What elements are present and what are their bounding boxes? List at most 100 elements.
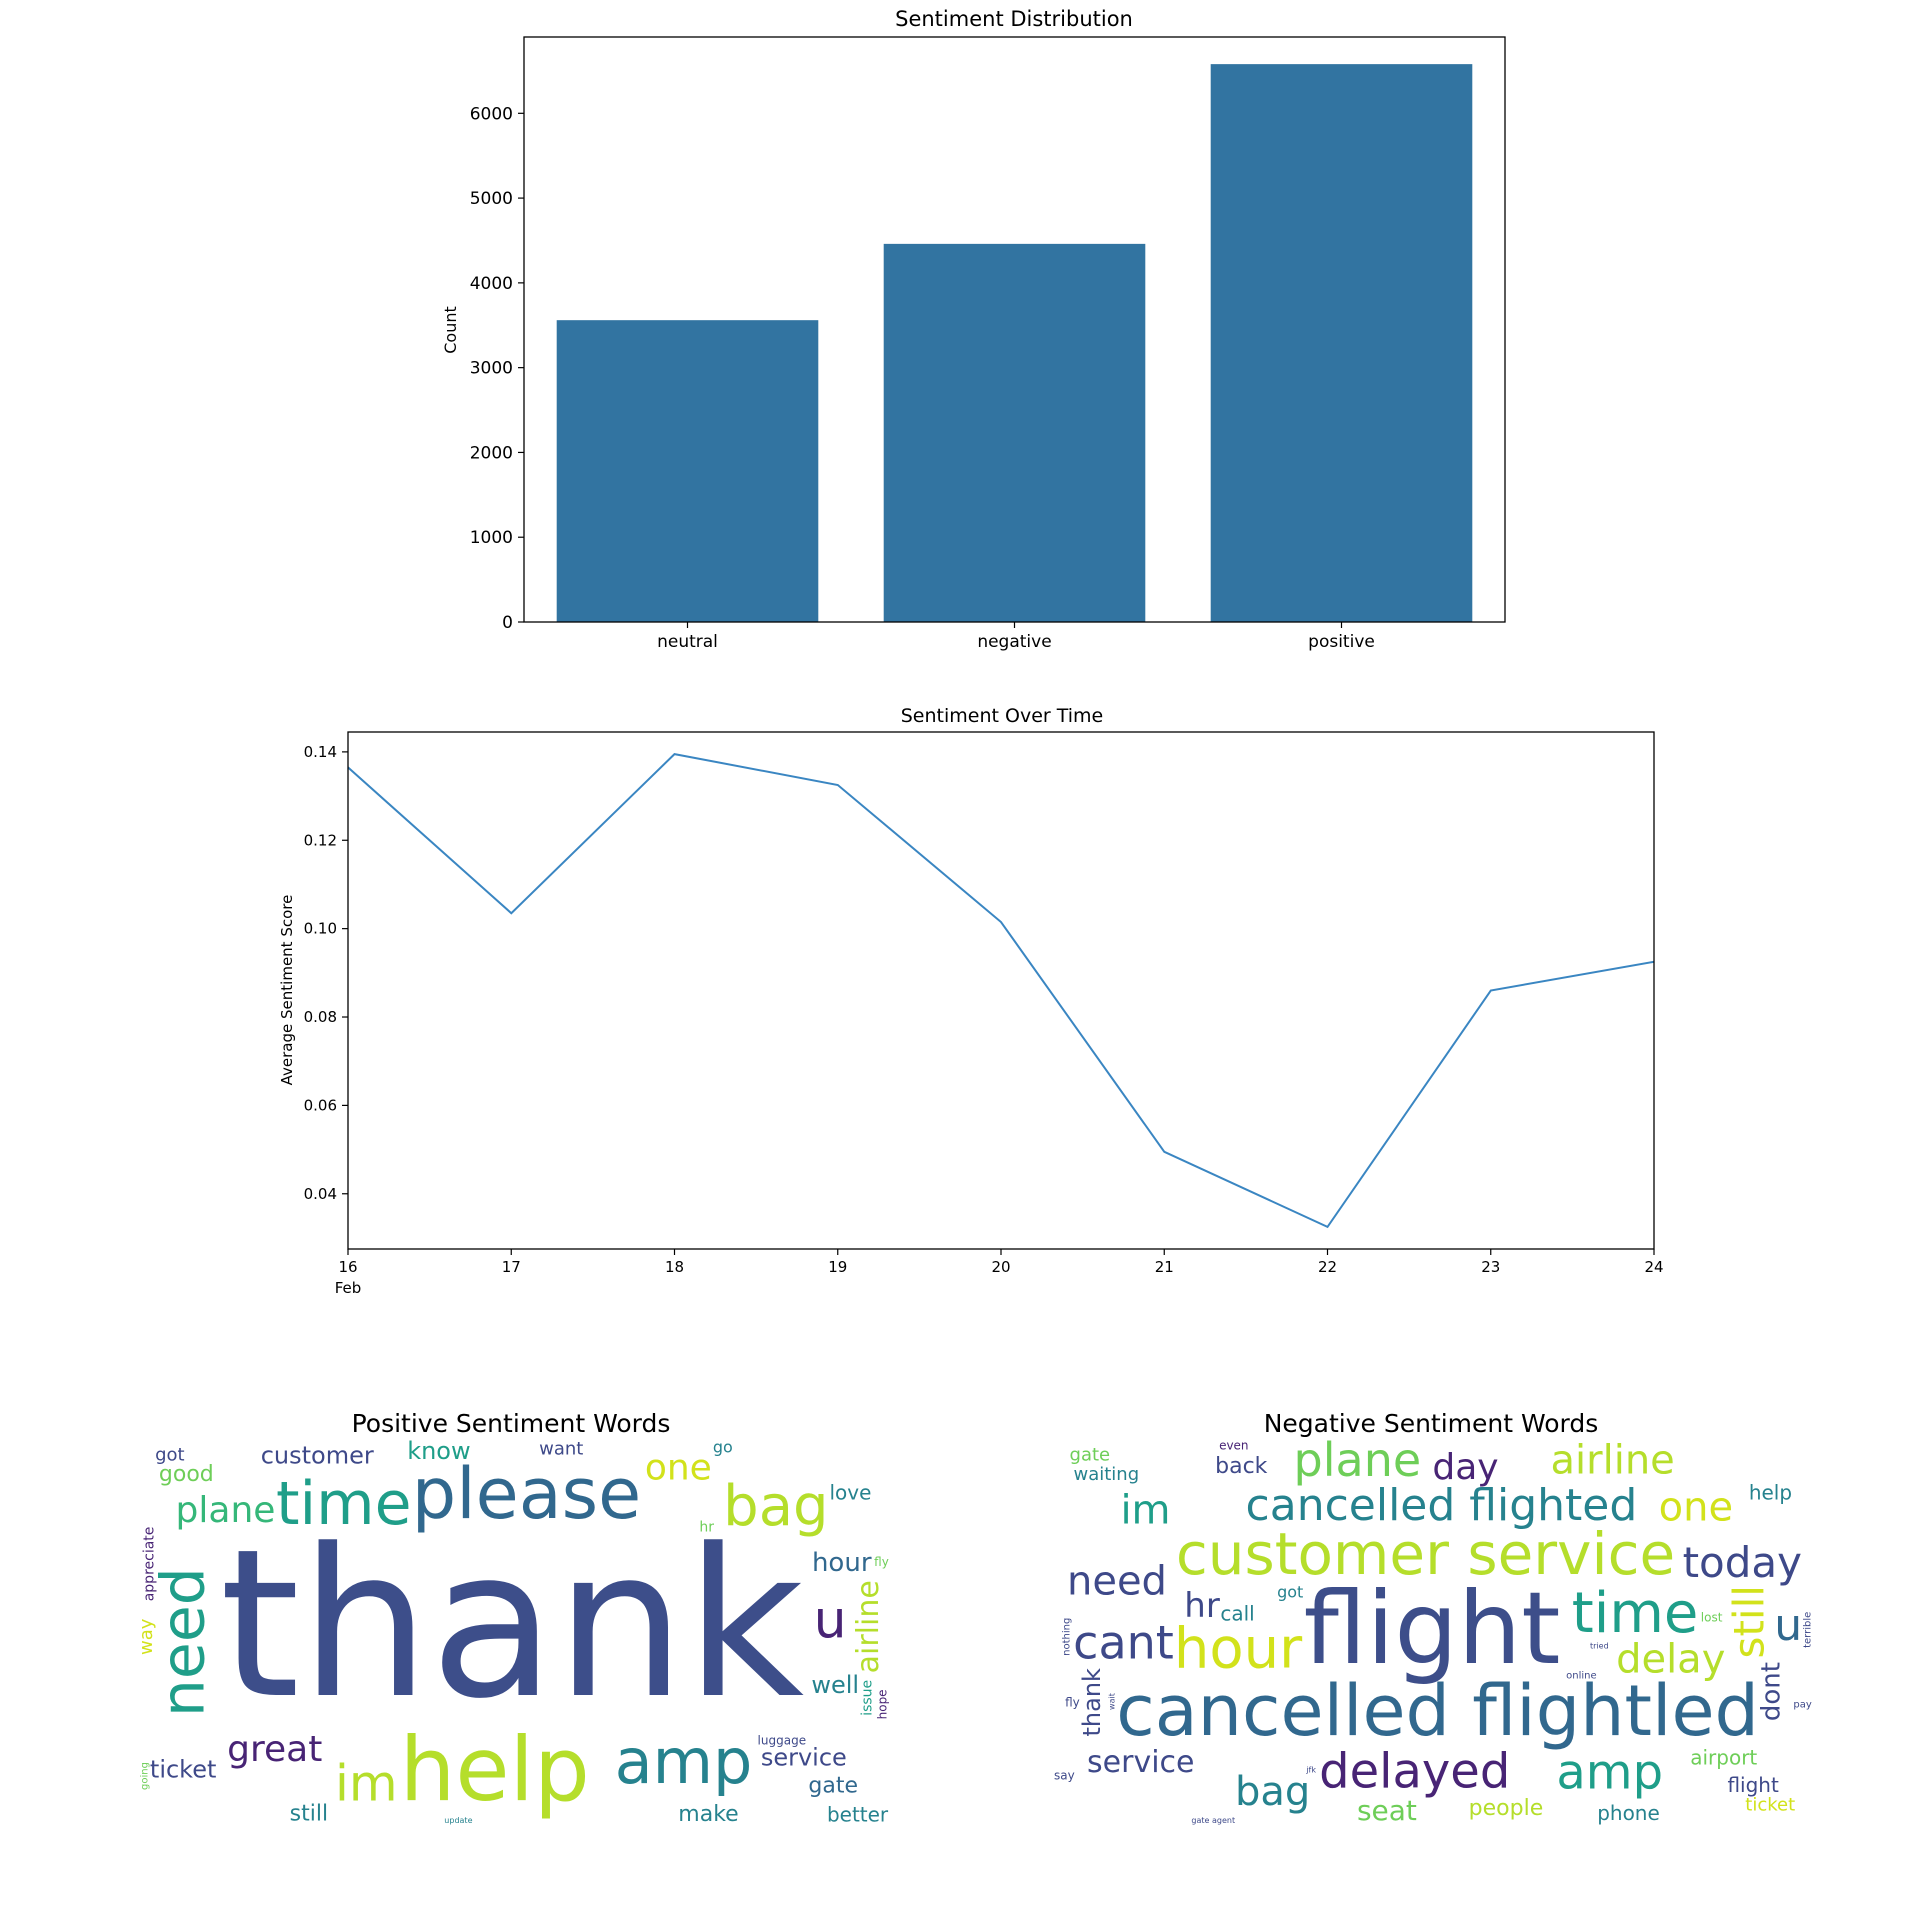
wordcloud-word: delayed	[1319, 1744, 1510, 1800]
wordcloud-word: update	[444, 1816, 472, 1825]
wordcloud-word: plane	[176, 1490, 276, 1531]
wordcloud-word: people	[1469, 1796, 1544, 1821]
wordcloud-word: hour	[1174, 1616, 1303, 1681]
x-tick-label: neutral	[657, 632, 718, 652]
x-tick-label: 20	[991, 1258, 1010, 1276]
x-tick-label: 19	[828, 1258, 847, 1276]
wordcloud-word: online	[1566, 1671, 1597, 1682]
wordcloud-word: gate	[808, 1774, 858, 1799]
wordcloud-word: u	[1774, 1600, 1802, 1651]
wordcloud-word: airline	[851, 1580, 886, 1673]
chart-title: Sentiment Distribution	[895, 7, 1133, 31]
wordcloud-word: still	[290, 1802, 328, 1827]
wordcloud-word: phone	[1597, 1801, 1660, 1825]
wordcloud-word: customer service	[1176, 1520, 1675, 1588]
wordcloud-word: ticket	[1745, 1795, 1795, 1816]
x-tick-label: 17	[502, 1258, 521, 1276]
y-tick-label: 6000	[470, 104, 513, 124]
wordcloud-word: time	[1572, 1581, 1699, 1646]
x-tick-label: 22	[1318, 1258, 1337, 1276]
y-tick-label: 3000	[470, 359, 513, 379]
wordcloud-word: still	[1725, 1585, 1774, 1658]
wordcloud-word: service	[761, 1744, 847, 1772]
wordcloud-word: help	[400, 1718, 590, 1821]
wordcloud-word: one	[645, 1447, 712, 1488]
wordcloud-word: please	[412, 1453, 641, 1535]
x-tick-label: 23	[1481, 1258, 1500, 1276]
y-tick-label: 1000	[470, 528, 513, 548]
wordcloud-word: got	[1277, 1582, 1303, 1601]
bar-positive	[1210, 64, 1473, 622]
wordcloud-title: Positive Sentiment Words	[352, 1409, 671, 1438]
y-tick-label: 4000	[470, 274, 513, 294]
y-tick-label: 0.04	[304, 1185, 337, 1203]
wordcloud-word: pay	[1793, 1699, 1811, 1710]
wordcloud-word: well	[811, 1671, 859, 1699]
x-axis-ticks: neutral negative positive	[657, 622, 1375, 652]
wordcloud-word: day	[1432, 1447, 1498, 1488]
wordcloud-word: flight	[1304, 1570, 1561, 1687]
wordcloud-word: good	[159, 1462, 214, 1487]
wordcloud-word: lost	[1701, 1611, 1723, 1625]
wordcloud-word: seat	[1357, 1794, 1417, 1827]
wordcloud-word: bag	[1235, 1769, 1310, 1815]
y-axis-ticks: 0.04 0.06 0.08 0.10 0.12 0.14	[304, 743, 348, 1203]
y-tick-label: 5000	[470, 189, 513, 209]
wordcloud-word: back	[1215, 1454, 1268, 1479]
plot-frame	[347, 731, 1655, 1250]
x-tick-label: 24	[1644, 1258, 1663, 1276]
wordcloud-word: nothing	[1062, 1618, 1073, 1656]
wordcloud-word: im	[1120, 1487, 1170, 1533]
wordcloud-word: need	[1067, 1558, 1167, 1604]
wordcloud-word: u	[814, 1591, 847, 1651]
bar-negative	[883, 243, 1146, 622]
wordcloud-word: service	[1087, 1745, 1194, 1780]
wordcloud-word: cancelled flightled	[1116, 1670, 1759, 1752]
series-line	[347, 753, 1655, 1229]
wordcloud-word: today	[1683, 1538, 1802, 1587]
wordcloud-word: thank	[1078, 1668, 1106, 1737]
wordcloud-word: cancelled flighted	[1246, 1480, 1638, 1531]
wordcloud-word: need	[149, 1567, 219, 1717]
wordcloud-word: issue	[860, 1680, 876, 1716]
x-tick-label: 21	[1155, 1258, 1174, 1276]
bars	[556, 64, 1473, 622]
wordcloud-word: say	[1054, 1769, 1075, 1783]
wordcloud-negative: Negative Sentiment Words flightcancelled…	[1054, 1409, 1813, 1827]
wordcloud-word: im	[335, 1755, 398, 1813]
y-axis-label: Count	[441, 306, 460, 354]
wordcloud-word: even	[1219, 1438, 1248, 1452]
wordcloud-word: great	[227, 1729, 322, 1770]
wordcloud-word: make	[678, 1802, 738, 1827]
x-tick-label: 16	[338, 1258, 357, 1276]
wordcloud-word: airport	[1690, 1745, 1757, 1769]
wordcloud-word: customer	[261, 1441, 374, 1469]
x-tick-label: 18	[665, 1258, 684, 1276]
plot-frame	[523, 36, 1506, 623]
wordcloud-word: tried	[1590, 1641, 1609, 1650]
wordcloud-word: help	[1749, 1480, 1792, 1504]
wordcloud-word: jfk	[1305, 1765, 1316, 1774]
x-axis-month-label: Feb	[335, 1279, 362, 1297]
wordcloud-word: thank	[220, 1506, 805, 1744]
wordcloud-word: amp	[1556, 1744, 1663, 1800]
y-tick-label: 0.12	[304, 831, 337, 849]
y-tick-label: 0.06	[304, 1096, 337, 1114]
wordcloud-word: gate agent	[1191, 1816, 1235, 1825]
wordcloud-word: waiting	[1074, 1464, 1140, 1485]
wordcloud-word: terrible	[1802, 1612, 1813, 1648]
y-tick-label: 0.14	[304, 743, 337, 761]
wordcloud-word: wait	[1107, 1693, 1116, 1710]
wordcloud-word: better	[827, 1802, 889, 1826]
wordcloud-word: airline	[1551, 1438, 1675, 1484]
x-axis-ticks: 16 17 18 19 20 21 22 23 24	[338, 1249, 1664, 1276]
wordcloud-word: hour	[812, 1548, 872, 1578]
wordcloud-word: appreciate	[142, 1527, 158, 1602]
wordcloud-word: hr	[699, 1520, 714, 1536]
y-tick-label: 2000	[470, 443, 513, 463]
wordcloud-title: Negative Sentiment Words	[1264, 1409, 1599, 1438]
wordcloud-word: love	[829, 1480, 871, 1504]
